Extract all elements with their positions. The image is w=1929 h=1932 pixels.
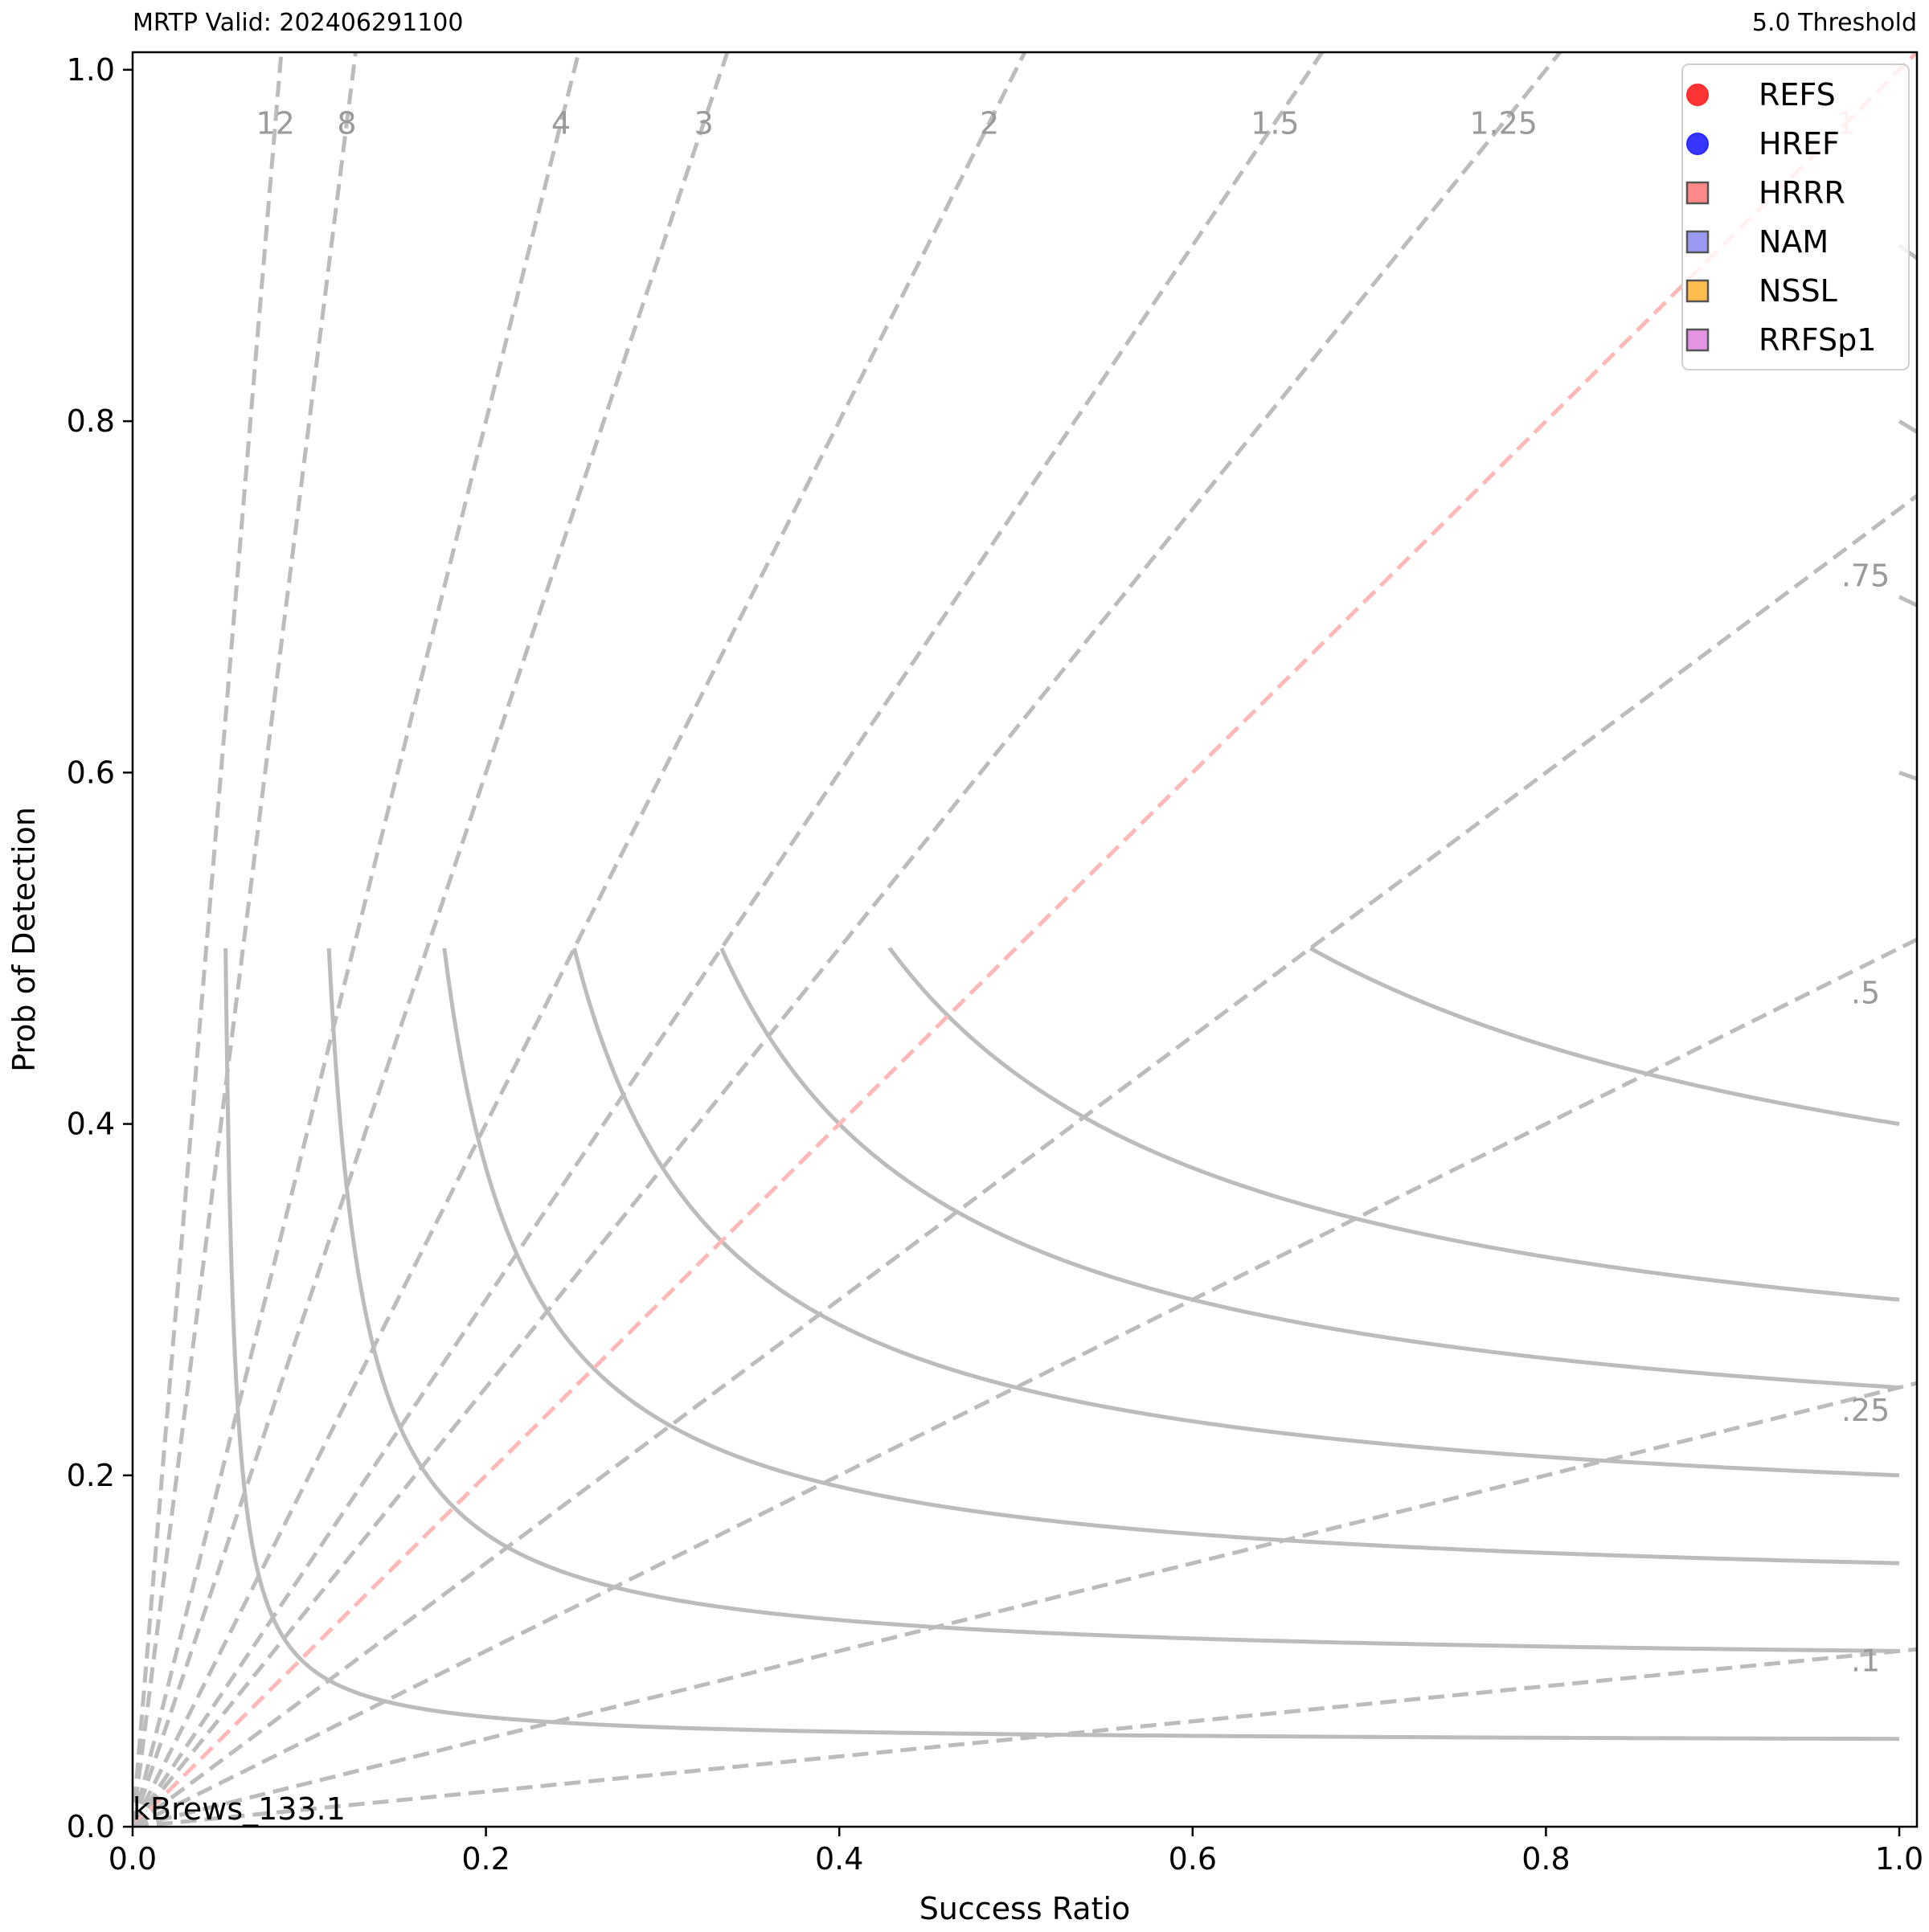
bias-line: [133, 937, 1917, 1827]
y-tick-label: 0.6: [67, 755, 115, 790]
legend-label-nssl: NSSL: [1759, 273, 1837, 309]
csi-curve: [442, 948, 1900, 1566]
legend-marker-nssl: [1685, 279, 1710, 303]
legend-marker-hrrr: [1685, 181, 1710, 205]
x-tick-label: 1.0: [1875, 1841, 1923, 1877]
legend-marker-refs: [1686, 84, 1709, 106]
csi-curve: [719, 947, 1900, 1390]
csi-curve: [1898, 770, 1917, 781]
chart-title-left: MRTP Valid: 202406291100: [133, 9, 463, 37]
x-axis-label: Success Ratio: [919, 1891, 1131, 1926]
legend-label-rrfsp1: RRFSp1: [1759, 322, 1876, 358]
x-tick-label: 0.8: [1521, 1841, 1570, 1877]
y-axis-ticks: 0.0 0.2 0.4 0.6 0.8 1.0: [67, 52, 133, 1844]
kbrews-annotation: kBrews_133.1: [133, 1791, 346, 1827]
bias-label: .75: [1841, 558, 1890, 593]
csi-curve: [223, 948, 1900, 1742]
bias-label: 1.5: [1251, 105, 1299, 141]
bias-label: 4: [551, 105, 571, 141]
bias-line: [133, 1381, 1917, 1827]
legend-label-hrrr: HRRR: [1759, 175, 1845, 211]
plot-frame: [131, 51, 1919, 1828]
csi-curve: [1309, 946, 1900, 1127]
bias-line: [133, 52, 284, 1827]
bias-label: 12: [256, 105, 294, 141]
x-tick-label: 0.2: [461, 1841, 510, 1877]
bias-label: 8: [337, 105, 356, 141]
csi-curve: [326, 948, 1900, 1653]
csi-curve: [887, 947, 1900, 1302]
bias-label: .25: [1841, 1393, 1890, 1428]
legend-box: [1681, 63, 1910, 370]
bias-label: 1.25: [1469, 105, 1538, 141]
legend-marker-href: [1686, 133, 1709, 155]
y-axis-label: Prob of Detection: [6, 807, 42, 1072]
bias-line: [133, 52, 1027, 1827]
legend-label-href: HREF: [1759, 126, 1840, 162]
csi-curve: [572, 948, 1900, 1478]
chart-title-right: 5.0 Threshold: [1752, 9, 1917, 37]
bias-label: .5: [1851, 976, 1880, 1011]
y-tick-label: 1.0: [67, 52, 115, 88]
x-tick-label: 0.6: [1169, 1841, 1217, 1877]
bias-line: [133, 1647, 1917, 1827]
bias-line: [133, 52, 581, 1827]
x-tick-label: 0.4: [815, 1841, 863, 1877]
y-tick-label: 0.0: [67, 1809, 115, 1844]
legend-marker-rrfsp1: [1685, 328, 1710, 352]
bias-label: .1: [1851, 1643, 1880, 1678]
legend: REFS HREF HRRR NAM NSSL RRFSp1: [1681, 63, 1910, 370]
x-tick-label: 0.0: [109, 1841, 157, 1877]
bias-label: 3: [694, 105, 714, 141]
legend-label-nam: NAM: [1759, 224, 1829, 260]
bias-label: 2: [980, 105, 999, 141]
bias-line: [133, 493, 1917, 1827]
x-axis-ticks: 0.0 0.2 0.4 0.6 0.8 1.0: [109, 1827, 1923, 1877]
bias-lines: [133, 52, 1917, 1827]
bias-line: [133, 52, 1325, 1827]
y-tick-label: 0.4: [67, 1107, 115, 1142]
bias-line: [133, 52, 730, 1827]
legend-marker-nam: [1685, 230, 1710, 254]
bias-line: [133, 52, 358, 1827]
y-tick-label: 0.8: [67, 403, 115, 439]
bias-line: [133, 52, 1562, 1827]
y-tick-label: 0.2: [67, 1458, 115, 1493]
legend-label-refs: REFS: [1759, 77, 1836, 113]
csi-curves: [223, 244, 1917, 1742]
bias-line: [133, 52, 1917, 1827]
